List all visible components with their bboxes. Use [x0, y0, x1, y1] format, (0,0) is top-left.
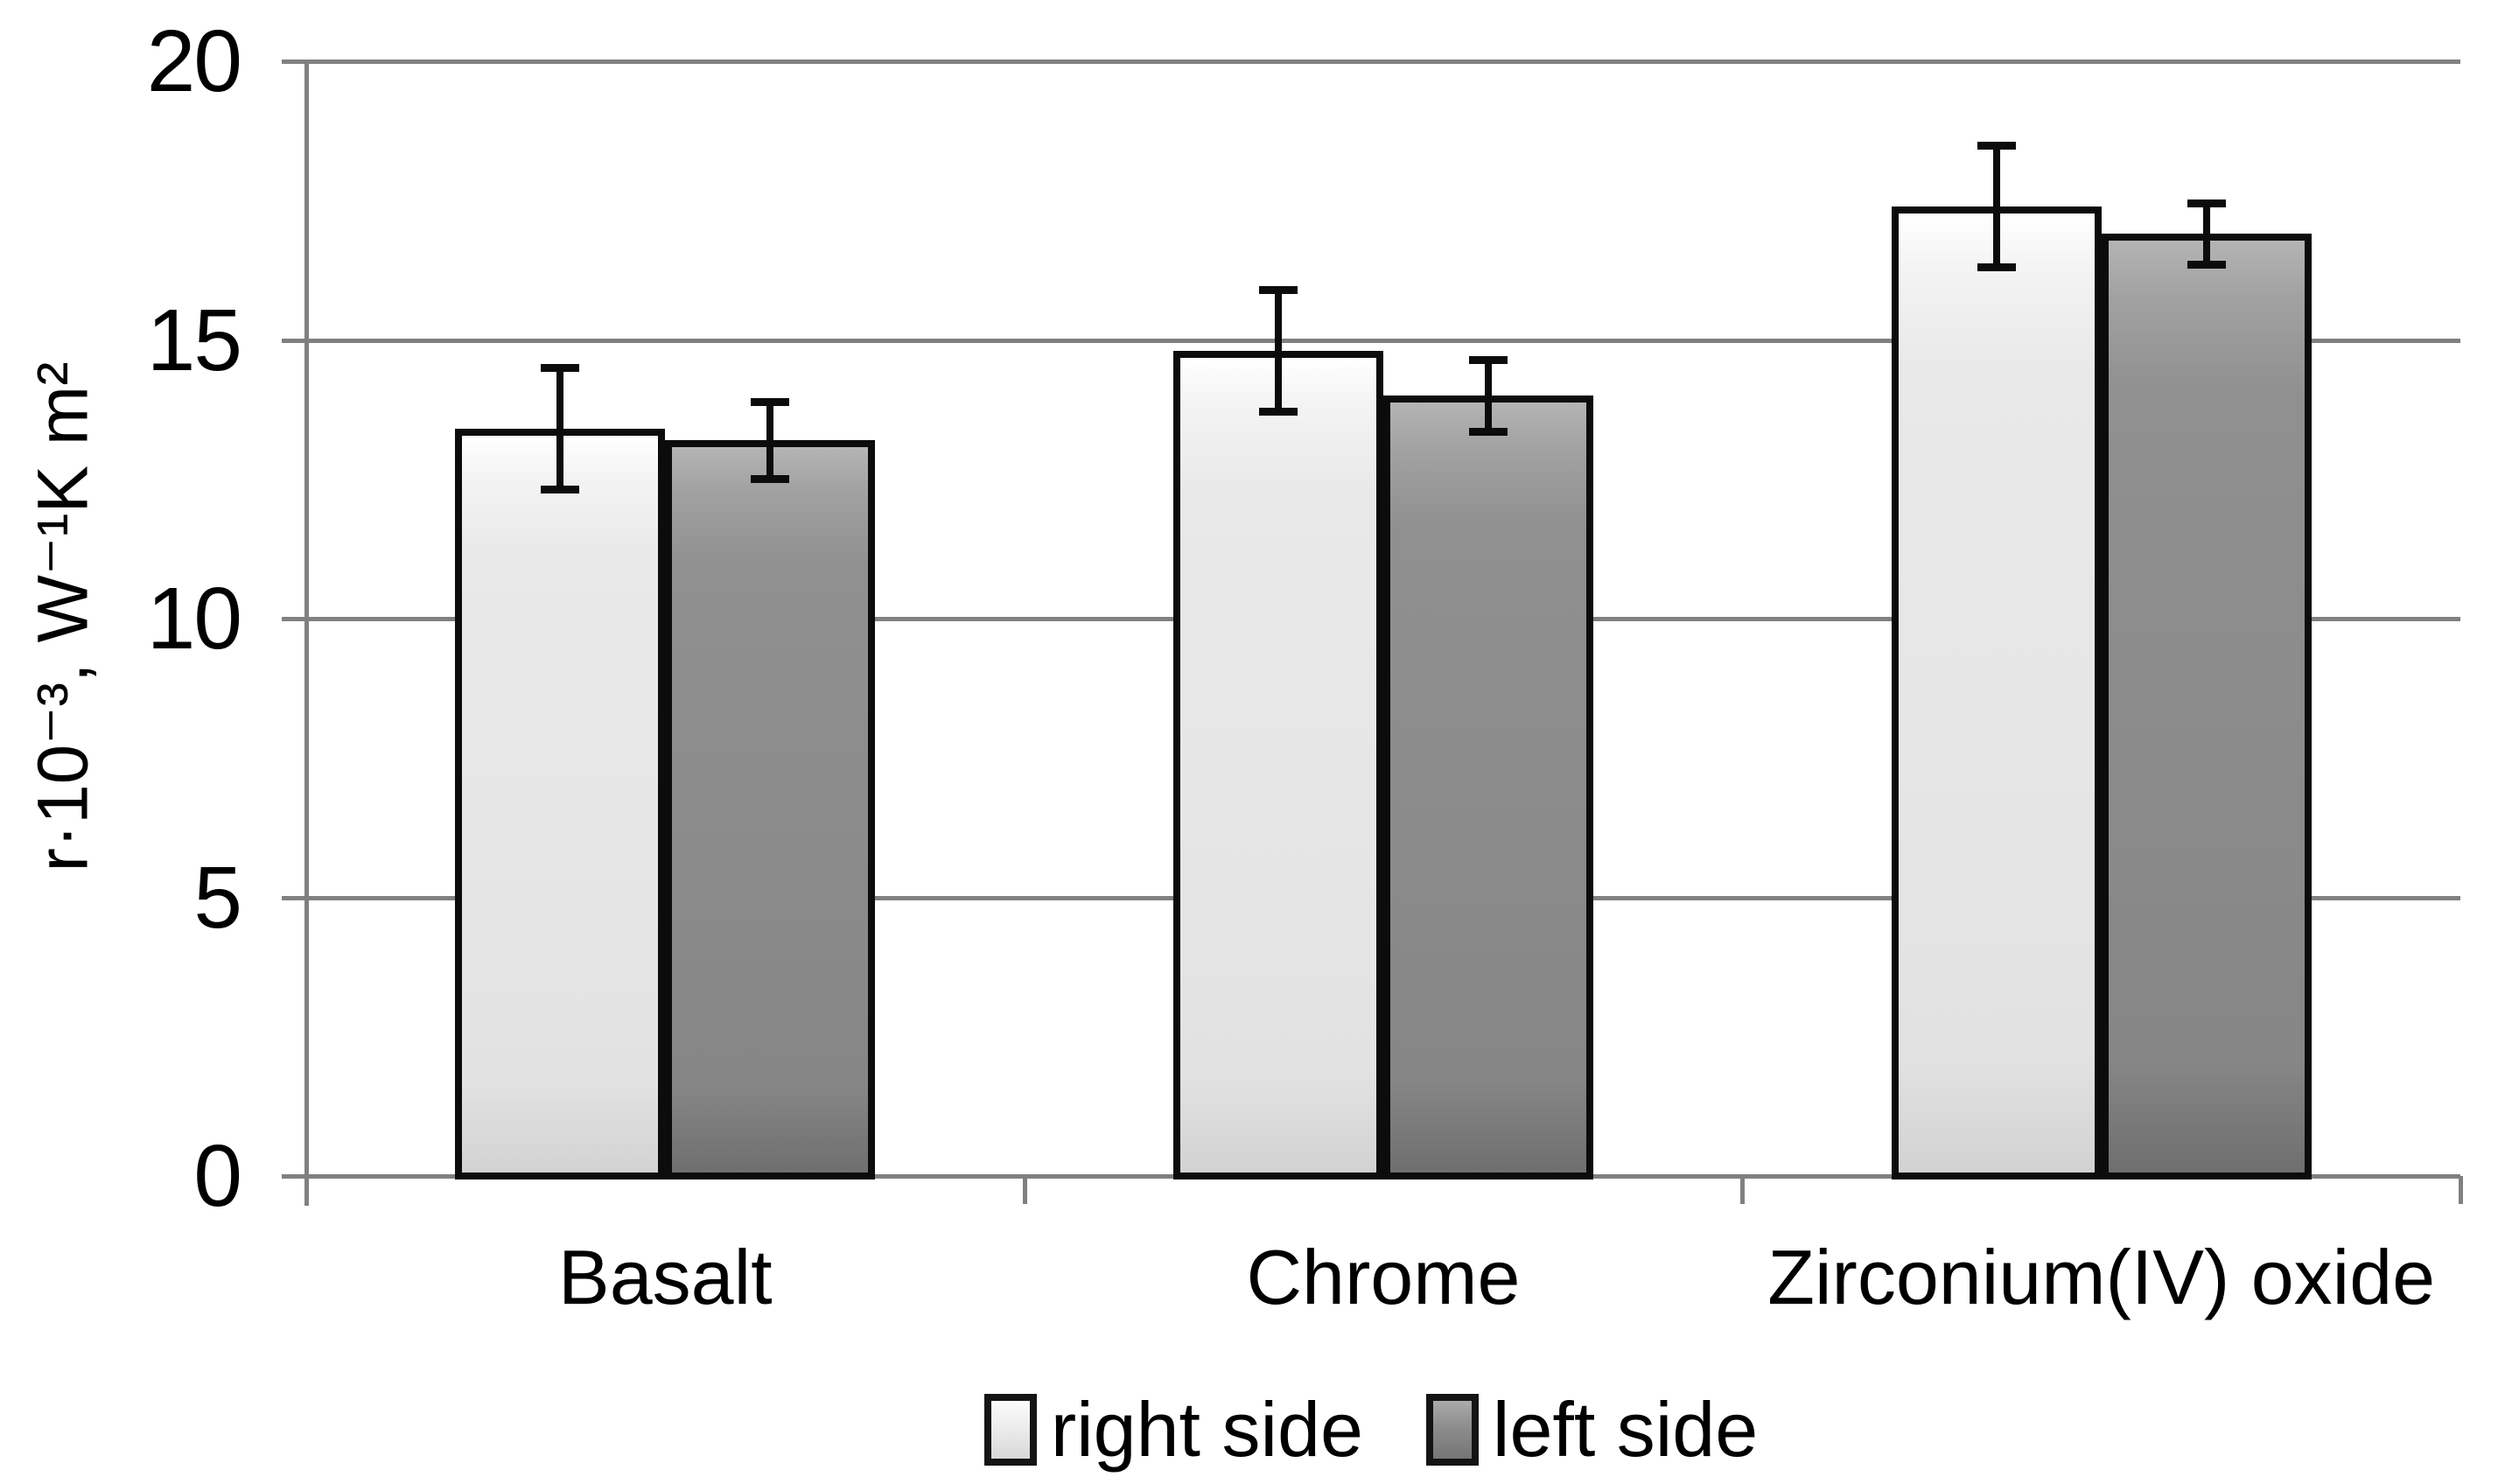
error-bar-cap-bottom: [751, 474, 790, 483]
legend-swatch-icon: [1425, 1394, 1479, 1466]
legend-label: left side: [1492, 1386, 1759, 1473]
gridline: [282, 338, 2460, 343]
y-tick-label: 5: [193, 848, 242, 947]
legend-item-right-side: right side: [983, 1386, 1363, 1474]
error-bar-whisker: [766, 401, 774, 480]
error-bar-whisker: [1992, 144, 2000, 268]
error-bar-cap-bottom: [1259, 408, 1298, 416]
y-axis-line: [304, 61, 309, 1206]
error-bar-cap-top: [2187, 200, 2226, 208]
legend-label: right side: [1050, 1386, 1363, 1473]
legend-swatch-icon: [983, 1394, 1037, 1466]
error-bar-whisker: [556, 368, 564, 491]
error-bar-whisker: [2202, 203, 2210, 265]
error-bar-cap-bottom: [1977, 262, 2016, 271]
error-bar-cap-top: [541, 364, 580, 373]
legend-item-left-side: left side: [1425, 1386, 1759, 1474]
error-bar-cap-top: [1469, 355, 1508, 364]
error-bar-cap-top: [1259, 286, 1298, 295]
category-label: Chrome: [1246, 1234, 1521, 1320]
y-tick-label: 20: [146, 12, 242, 110]
error-bar-cap-top: [1977, 141, 2016, 150]
error-bar-whisker: [1485, 359, 1492, 432]
error-bar-cap-bottom: [2187, 260, 2226, 269]
category-label: Zirconium(IV) oxide: [1767, 1234, 2436, 1320]
y-tick-label: 15: [146, 290, 242, 389]
gridline: [282, 60, 2460, 64]
error-bar-cap-top: [751, 397, 790, 406]
bar-right-side: [1173, 351, 1383, 1180]
bar-left-side: [1383, 396, 1593, 1180]
error-bar-cap-bottom: [541, 486, 580, 494]
bar-right-side: [455, 429, 666, 1180]
legend: right side left side: [282, 1376, 2460, 1484]
x-axis-tick: [2459, 1176, 2463, 1204]
x-axis-tick: [1022, 1176, 1027, 1204]
bar-left-side: [665, 440, 876, 1180]
category-label: Basalt: [558, 1234, 773, 1320]
bar-left-side: [2101, 234, 2312, 1180]
bar-right-side: [1891, 206, 2102, 1180]
x-axis-tick: [1740, 1176, 1746, 1204]
error-bar-cap-bottom: [1469, 427, 1508, 436]
y-tick-label: 10: [146, 570, 242, 668]
error-bar-whisker: [1275, 290, 1282, 413]
y-tick-label: 0: [193, 1127, 242, 1225]
